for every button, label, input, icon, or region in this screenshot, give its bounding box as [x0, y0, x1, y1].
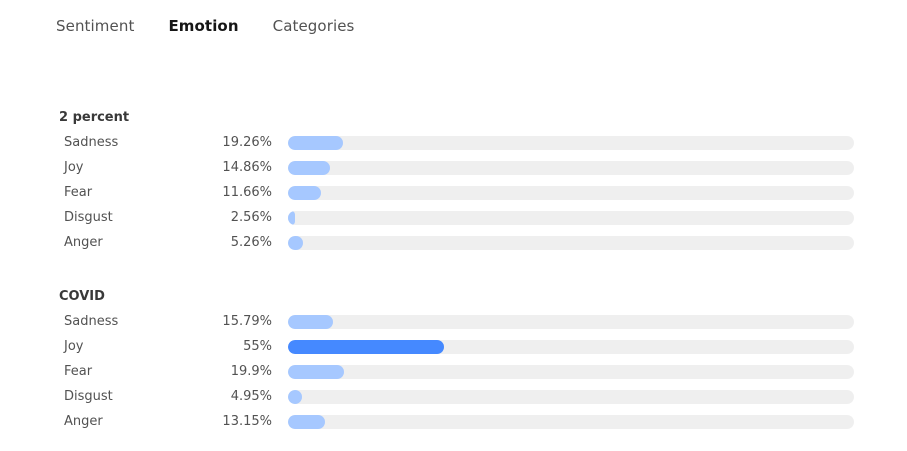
emotion-bar-track	[288, 136, 854, 150]
emotion-label: Anger	[64, 414, 103, 429]
emotion-row: Joy 55%	[0, 337, 907, 357]
emotion-label: Joy	[64, 339, 84, 354]
emotion-row: Anger 5.26%	[0, 233, 907, 253]
tab-emotion[interactable]: Emotion	[168, 17, 239, 35]
emotion-percentage: 14.86%	[222, 160, 272, 175]
emotion-bar-track	[288, 161, 854, 175]
emotion-row: Fear 11.66%	[0, 183, 907, 203]
tab-bar: Sentiment Emotion Categories	[56, 14, 388, 38]
emotion-label: Disgust	[64, 389, 113, 404]
emotion-bar-fill	[288, 136, 343, 150]
emotion-row: Anger 13.15%	[0, 412, 907, 430]
group-title: COVID	[59, 289, 105, 304]
emotion-label: Fear	[64, 364, 93, 379]
emotion-row: Fear 19.9%	[0, 362, 907, 382]
emotion-percentage: 5.26%	[230, 235, 272, 250]
emotion-label: Disgust	[64, 210, 113, 225]
emotion-bar-fill	[288, 211, 295, 225]
emotion-row: Disgust 2.56%	[0, 208, 907, 228]
emotion-bar-track	[288, 236, 854, 250]
emotion-bar-track	[288, 211, 854, 225]
emotion-bar-fill	[288, 315, 333, 329]
emotion-bar-track	[288, 340, 854, 354]
group-title: 2 percent	[59, 110, 130, 125]
tab-sentiment[interactable]: Sentiment	[56, 17, 135, 35]
emotion-row: Disgust 4.95%	[0, 387, 907, 407]
emotion-row: Sadness 15.79%	[0, 312, 907, 332]
emotion-row: Sadness 19.26%	[0, 133, 907, 153]
emotion-label: Sadness	[64, 314, 119, 329]
emotion-bar-track	[288, 315, 854, 329]
emotion-bar-track	[288, 186, 854, 200]
emotion-bar-fill	[288, 390, 302, 404]
emotion-bar-track	[288, 415, 854, 429]
emotion-label: Fear	[64, 185, 93, 200]
emotion-percentage: 13.15%	[222, 414, 272, 429]
emotion-row: Joy 14.86%	[0, 158, 907, 178]
emotion-bar-fill	[288, 365, 344, 379]
emotion-percentage: 19.9%	[230, 364, 272, 379]
emotion-percentage: 4.95%	[230, 389, 272, 404]
emotion-bar-track	[288, 365, 854, 379]
emotion-bar-fill	[288, 161, 330, 175]
emotion-bar-fill	[288, 415, 325, 429]
emotion-percentage: 19.26%	[222, 135, 272, 150]
emotion-percentage: 11.66%	[222, 185, 272, 200]
emotion-bar-track	[288, 390, 854, 404]
emotion-bar-fill	[288, 340, 444, 354]
emotion-bar-fill	[288, 186, 321, 200]
emotion-bar-fill	[288, 236, 303, 250]
emotion-label: Joy	[64, 160, 84, 175]
tab-categories[interactable]: Categories	[272, 17, 355, 35]
emotion-label: Sadness	[64, 135, 119, 150]
emotion-scroll-area[interactable]: 2 percent Sadness 19.26% Joy 14.86% Fear 11.66…	[0, 62, 907, 430]
emotion-percentage: 15.79%	[222, 314, 272, 329]
emotion-label: Anger	[64, 235, 103, 250]
emotion-percentage: 2.56%	[230, 210, 272, 225]
emotion-percentage: 55%	[243, 339, 272, 354]
